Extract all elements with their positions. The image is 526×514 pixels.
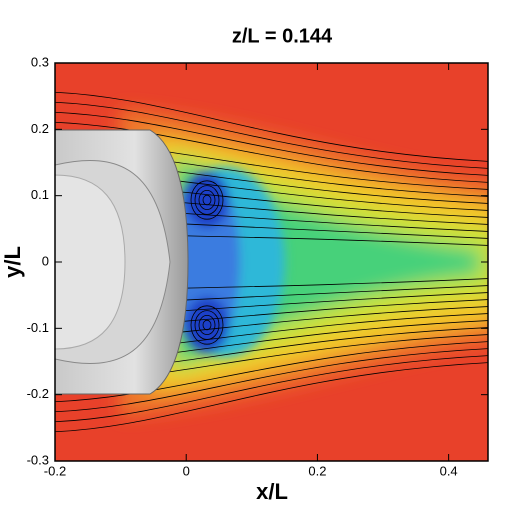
y-tick-label: 0 [42,253,49,268]
y-tick-label: -0.2 [27,386,49,401]
vortex-line [194,185,220,215]
streamline [55,111,488,176]
vortex-line [202,319,212,331]
y-tick-label: 0.3 [31,54,49,69]
streamline [55,355,488,423]
streamline [55,348,488,413]
chart-title: z/L = 0.144 [232,25,333,47]
contour-field [55,63,488,461]
y-tick-label: -0.3 [27,452,49,467]
vortex-line [202,194,212,206]
vortex-line [198,314,216,335]
streamline [55,101,488,169]
x-tick-label: 0.2 [308,463,326,478]
streamline [55,341,488,403]
vortex-line [190,305,224,345]
vortex-line [194,310,220,340]
y-axis-title: y/L [0,246,25,278]
streamline [55,362,488,433]
vortex-line [190,180,224,220]
streamline [55,91,488,162]
vortex-line [198,189,216,210]
y-tick-label: -0.1 [27,320,49,335]
y-tick-label: 0.1 [31,187,49,202]
streamline [55,121,488,183]
y-tick-label: 0.2 [31,121,49,136]
x-tick-label: 0.4 [440,463,458,478]
x-axis-title: x/L [256,479,288,504]
x-tick-label: 0 [183,463,190,478]
x-tick-label: -0.2 [44,463,66,478]
